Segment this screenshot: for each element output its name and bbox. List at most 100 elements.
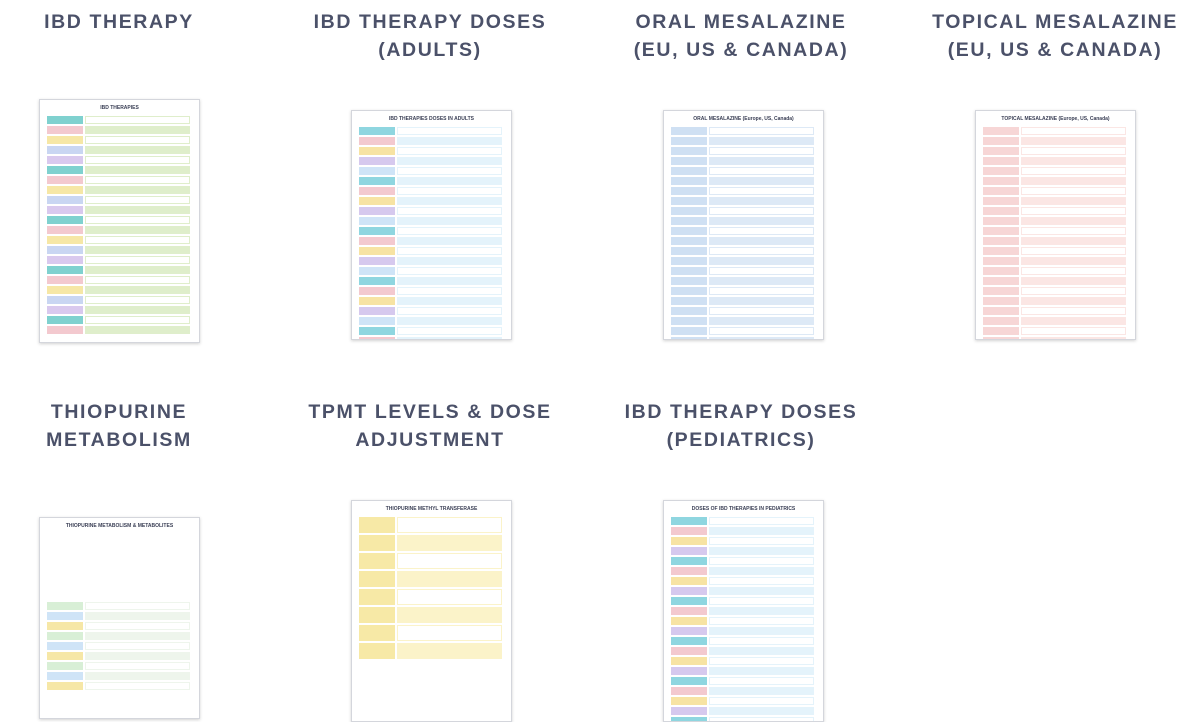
thumbnail-row — [983, 297, 1128, 305]
thumbnail-row — [47, 136, 192, 144]
gallery-card[interactable]: TPMT LEVELS & DOSE ADJUSTMENT — [280, 398, 580, 454]
thumbnail-cell — [983, 207, 1019, 215]
thumbnail-cell — [397, 571, 502, 587]
card-title-line: METABOLISM — [46, 429, 192, 451]
thumbnail-row — [671, 137, 816, 145]
card-title: TOPICAL MESALAZINE (EU, US & CANADA) — [905, 8, 1200, 64]
thumbnail-cell — [709, 147, 814, 155]
thumbnail-row — [47, 236, 192, 244]
thumbnail-cell — [671, 647, 707, 655]
card-title: IBD THERAPY DOSES (ADULTS) — [280, 8, 580, 64]
gallery-card[interactable]: IBD THERAPY — [0, 8, 269, 36]
thumbnail-row — [671, 257, 816, 265]
thumbnail-cell — [709, 157, 814, 165]
thumbnail-row — [359, 127, 504, 135]
thumbnail-cell — [671, 577, 707, 585]
thumbnail-row — [983, 247, 1128, 255]
gallery-card[interactable]: ORAL MESALAZINE (EU, US & CANADA) — [591, 8, 891, 64]
thumbnail-cell — [671, 237, 707, 245]
thumbnail-cell — [671, 617, 707, 625]
card-thumbnail[interactable]: IBD THERAPIES — [39, 99, 200, 343]
thumbnail-row — [47, 156, 192, 164]
thumbnail-row — [359, 147, 504, 155]
card-thumbnail[interactable]: THIOPURINE METABOLISM & METABOLITES — [39, 517, 200, 719]
thumbnail-cell — [1021, 207, 1126, 215]
thumbnail-cell — [47, 662, 83, 670]
gallery-card[interactable]: IBD THERAPY DOSES (ADULTS) — [280, 8, 580, 64]
thumbnail-row — [671, 597, 816, 605]
card-thumbnail[interactable]: DOSES OF IBD THERAPIES IN PEDIATRICS — [663, 500, 824, 722]
thumbnail-cell — [709, 187, 814, 195]
thumbnail-cell — [397, 197, 502, 205]
gallery-card[interactable]: THIOPURINE METABOLISM — [0, 398, 269, 454]
card-thumbnail[interactable]: TOPICAL MESALAZINE (Europe, US, Canada) — [975, 110, 1136, 340]
thumbnail-cell — [359, 147, 395, 155]
thumbnail-row — [671, 717, 816, 721]
thumbnail-row — [47, 126, 192, 134]
card-title: IBD THERAPY — [0, 8, 269, 36]
thumbnail-cell — [359, 297, 395, 305]
thumbnail-cell — [359, 625, 395, 641]
thumbnail-cell — [397, 287, 502, 295]
thumbnail-cell — [709, 607, 814, 615]
gallery-card[interactable]: TOPICAL MESALAZINE (EU, US & CANADA) — [905, 8, 1200, 64]
thumbnail-row — [47, 632, 192, 640]
thumbnail-row — [671, 277, 816, 285]
thumbnail-cell — [397, 147, 502, 155]
card-thumbnail[interactable]: ORAL MESALAZINE (Europe, US, Canada) — [663, 110, 824, 340]
card-thumbnail[interactable]: IBD THERAPIES DOSES IN ADULTS — [351, 110, 512, 340]
thumbnail-cell — [47, 216, 83, 224]
thumbnail-cell — [1021, 157, 1126, 165]
thumbnail-row — [47, 306, 192, 314]
thumbnail-cell — [85, 682, 190, 690]
thumbnail-cell — [671, 267, 707, 275]
thumbnail-row — [983, 127, 1128, 135]
thumbnail-cell — [671, 547, 707, 555]
thumbnail-cell — [983, 277, 1019, 285]
thumbnail-cell — [359, 227, 395, 235]
thumbnail-cell — [983, 327, 1019, 335]
thumbnail-cell — [709, 247, 814, 255]
thumbnail-row — [359, 187, 504, 195]
thumbnail-row — [359, 177, 504, 185]
thumbnail-cell — [983, 167, 1019, 175]
thumbnail-cell — [47, 146, 83, 154]
thumbnail-row — [671, 517, 816, 525]
thumbnail-cell — [1021, 227, 1126, 235]
thumbnail-row — [359, 589, 504, 605]
thumbnail-cell — [709, 657, 814, 665]
thumbnail-row — [359, 207, 504, 215]
thumbnail-cell — [397, 517, 502, 533]
thumbnail-row — [983, 167, 1128, 175]
thumbnail-heading: IBD THERAPIES — [100, 105, 139, 111]
thumbnail-row — [671, 227, 816, 235]
thumbnail-row — [983, 227, 1128, 235]
thumbnail-cell — [397, 247, 502, 255]
thumbnail-row — [47, 266, 192, 274]
thumbnail-cell — [1021, 187, 1126, 195]
thumbnail-cell — [397, 589, 502, 605]
card-title-line: IBD THERAPY DOSES — [313, 11, 547, 33]
thumbnail-cell — [85, 672, 190, 680]
thumbnail-cell — [671, 287, 707, 295]
card-thumbnail[interactable]: THIOPURINE METHYL TRANSFERASE — [351, 500, 512, 722]
thumbnail-cell — [397, 327, 502, 335]
thumbnail-row — [359, 227, 504, 235]
gallery-card[interactable]: IBD THERAPY DOSES (PEDIATRICS) — [591, 398, 891, 454]
card-title: THIOPURINE METABOLISM — [0, 398, 269, 454]
thumbnail-cell — [85, 246, 190, 254]
thumbnail-row — [47, 166, 192, 174]
thumbnail-cell — [1021, 217, 1126, 225]
thumbnail-cell — [397, 535, 502, 551]
thumbnail-heading: THIOPURINE METABOLISM & METABOLITES — [65, 523, 174, 529]
thumbnail-row — [671, 187, 816, 195]
thumbnail-cell — [85, 116, 190, 124]
thumbnail-cell — [709, 527, 814, 535]
thumbnail-cell — [671, 567, 707, 575]
thumbnail-cell — [671, 557, 707, 565]
thumbnail-cell — [709, 207, 814, 215]
thumbnail-cell — [709, 337, 814, 339]
thumbnail-cell — [983, 157, 1019, 165]
thumbnail-cell — [359, 177, 395, 185]
thumbnail-cell — [709, 127, 814, 135]
